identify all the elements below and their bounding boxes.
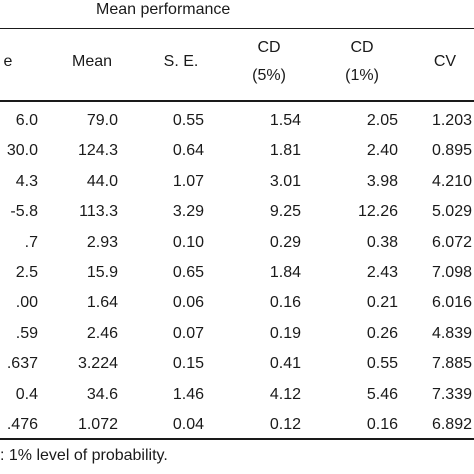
table-cell-se: 0.10 <box>172 233 204 251</box>
group-header-mean-performance: Mean performance <box>96 1 231 18</box>
top-rule <box>0 28 474 29</box>
column-header-mean: Mean <box>71 53 113 70</box>
table-cell-mean: 124.3 <box>77 142 118 160</box>
table-cell-cd1: 0.21 <box>366 294 398 312</box>
table-row: 4.3 44.0 1.07 3.01 3.98 4.210 <box>0 167 474 197</box>
table-cell-se: 0.55 <box>172 112 204 129</box>
table-row: 2.5 15.9 0.65 1.84 2.43 7.098 <box>0 258 474 288</box>
table-cell-cd5: 3.01 <box>269 172 301 190</box>
table-cell-cv: 7.885 <box>431 355 472 373</box>
table-cell-se: 0.65 <box>172 264 204 281</box>
table-cell-cv: 7.098 <box>431 264 472 281</box>
table-cell-cv: 1.203 <box>431 112 472 129</box>
table-row: 0.4 34.6 1.46 4.12 5.46 7.339 <box>0 380 474 410</box>
table-cell-se: 0.15 <box>172 355 204 373</box>
table-cell-range: -5.8 <box>10 203 38 221</box>
table-cell-cv: 4.210 <box>431 172 472 190</box>
column-header-cd5: CD <box>257 39 281 56</box>
table-row: 30.0 124.3 0.64 1.81 2.40 0.895 <box>0 136 474 166</box>
table-cell-mean: 113.3 <box>79 203 118 221</box>
header-rule <box>0 100 474 102</box>
table-row: .637 3.224 0.15 0.41 0.55 7.885 <box>0 349 474 379</box>
table-cell-range: 0.4 <box>15 385 38 403</box>
table-cell-range: .476 <box>6 416 38 433</box>
table-row: .00 1.64 0.06 0.16 0.21 6.016 <box>0 288 474 318</box>
table-cell-cd5: 1.54 <box>269 112 301 129</box>
table-cell-mean: 79.0 <box>86 112 118 129</box>
table-cell-cv: 0.895 <box>431 142 472 160</box>
table-cell-mean: 3.224 <box>77 355 118 373</box>
column-header-cv: CV <box>433 53 457 70</box>
table-cell-se: 1.07 <box>172 172 204 190</box>
table-cell-se: 0.07 <box>172 324 204 342</box>
table-cell-cd5: 1.81 <box>269 142 301 160</box>
table-cell-cd1: 0.26 <box>366 324 398 342</box>
table-cell-cv: 5.029 <box>431 203 472 221</box>
table-row: .7 2.93 0.10 0.29 0.38 6.072 <box>0 228 474 258</box>
column-header-cd5-sub: (5%) <box>252 67 286 84</box>
table-cell-range: 4.3 <box>15 172 38 190</box>
table-cell-mean: 2.93 <box>86 233 118 251</box>
table-cell-cd1: 0.38 <box>366 233 398 251</box>
table-row: 6.0 79.0 0.55 1.54 2.05 1.203 <box>0 106 474 136</box>
table-cell-cd5: 0.29 <box>269 233 301 251</box>
column-header-cd1: CD <box>350 39 374 56</box>
table-cell-cd1: 3.98 <box>366 172 398 190</box>
table-cell-cd1: 0.16 <box>366 416 398 433</box>
table-cell-cd5: 0.12 <box>269 416 301 433</box>
footnote: : 1% level of probability. <box>0 447 168 464</box>
table-cell-se: 0.04 <box>172 416 204 433</box>
table-cell-cd1: 5.46 <box>366 385 398 403</box>
table-cell-cv: 6.892 <box>431 416 472 433</box>
table-cell-mean: 44.0 <box>86 172 118 190</box>
table-cell-cd5: 0.19 <box>269 324 301 342</box>
table-row: -5.8 113.3 3.29 9.25 12.26 5.029 <box>0 197 474 227</box>
table-cell-range: 30.0 <box>6 142 38 160</box>
table-cell-range: 6.0 <box>15 112 38 129</box>
table-cell-cd5: 4.12 <box>269 385 301 403</box>
table-cell-se: 3.29 <box>172 203 204 221</box>
table-cell-cd1: 2.40 <box>366 142 398 160</box>
column-header-se: S. E. <box>163 53 199 70</box>
bottom-rule <box>0 438 474 440</box>
table-cell-cv: 7.339 <box>431 385 472 403</box>
table-cell-cd1: 0.55 <box>366 355 398 373</box>
table-cell-range: .00 <box>15 294 38 312</box>
table-cell-mean: 2.46 <box>86 324 118 342</box>
table-cell-cd5: 0.16 <box>269 294 301 312</box>
table-cell-cd5: 1.84 <box>269 264 301 281</box>
table-cell-cd1: 12.26 <box>357 203 398 221</box>
column-header-range: e <box>3 53 13 70</box>
table-cell-cd5: 0.41 <box>269 355 301 373</box>
table-cell-range: .59 <box>15 324 38 342</box>
table-cell-range: .637 <box>6 355 38 373</box>
table-cell-mean: 1.64 <box>86 294 118 312</box>
table-cell-cd1: 2.05 <box>366 112 398 129</box>
table-cell-range: 2.5 <box>15 264 38 281</box>
table-cell-cd1: 2.43 <box>366 264 398 281</box>
table-cell-cv: 6.016 <box>431 294 472 312</box>
table-cell-range: .7 <box>24 233 38 251</box>
table-row: .59 2.46 0.07 0.19 0.26 4.839 <box>0 319 474 349</box>
table-cell-cv: 6.072 <box>431 233 472 251</box>
table-cell-cd5: 9.25 <box>269 203 301 221</box>
table-row: .476 1.072 0.04 0.12 0.16 6.892 <box>0 410 474 440</box>
table-cell-se: 0.06 <box>172 294 204 312</box>
table-cell-mean: 15.9 <box>86 264 118 281</box>
table-cell-mean: 1.072 <box>77 416 118 433</box>
column-header-cd1-sub: (1%) <box>345 67 379 84</box>
table-cell-se: 1.46 <box>172 385 204 403</box>
table-cell-se: 0.64 <box>172 142 204 160</box>
table-cell-mean: 34.6 <box>86 385 118 403</box>
table-cell-cv: 4.839 <box>431 324 472 342</box>
